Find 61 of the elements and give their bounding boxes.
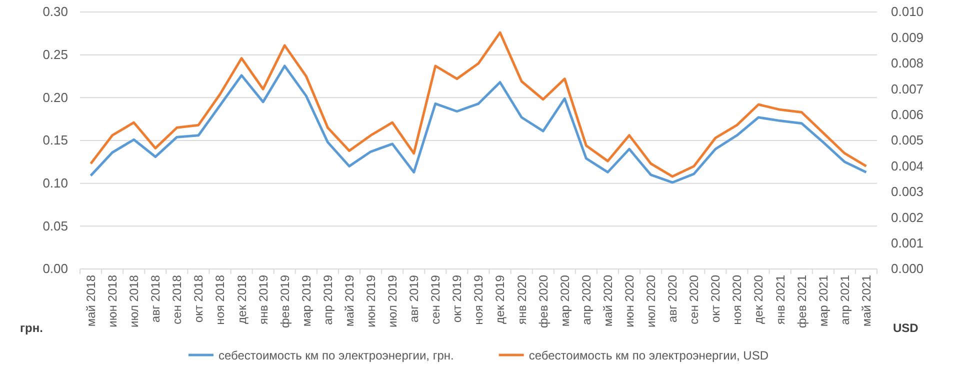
x-tick-label: окт 2019 xyxy=(450,274,464,323)
x-tick-label: янв 2021 xyxy=(773,274,788,325)
x-tick-label: апр 2021 xyxy=(838,274,852,325)
y-tick-label: 0.25 xyxy=(42,46,68,62)
y2-tick-label: 0.010 xyxy=(891,4,924,20)
x-tick-label: фев 2021 xyxy=(794,274,809,328)
x-tick-label: мар 2020 xyxy=(558,274,572,327)
x-tick-label: июл 2019 xyxy=(386,274,400,328)
x-tick-label: авг 2020 xyxy=(666,274,680,322)
x-tick-label: июл 2018 xyxy=(127,274,142,328)
y-tick-label: 0.10 xyxy=(42,175,68,190)
x-tick-label: апр 2020 xyxy=(579,274,594,325)
x-tick-label: авг 2018 xyxy=(148,274,163,322)
y2-tick-label: 0.002 xyxy=(891,210,924,225)
line-series xyxy=(90,31,868,178)
y-tick-label: 0.30 xyxy=(42,4,68,20)
x-tick-label: апр 2019 xyxy=(320,274,335,325)
x-tick-label: мар 2021 xyxy=(816,274,830,327)
x-tick-label: фев 2020 xyxy=(536,274,550,328)
y2-tick-label: 0.001 xyxy=(891,235,924,250)
x-tick-label: фев 2019 xyxy=(278,274,292,328)
y2-tick-label: 0.003 xyxy=(891,184,924,200)
x-tick-label: май 2019 xyxy=(342,274,356,327)
x-tick-label: июн 2020 xyxy=(622,274,636,328)
y-tick-label: 0.20 xyxy=(42,90,68,105)
x-tick-label: дек 2019 xyxy=(493,274,508,324)
x-tick-label: ноя 2019 xyxy=(472,274,486,325)
x-tick-label: май 2021 xyxy=(859,274,874,327)
x-tick-label: янв 2019 xyxy=(256,274,270,325)
y2-tick-label: 0.009 xyxy=(891,30,924,45)
x-tick-label: май 2020 xyxy=(600,274,615,327)
x-tick-label: янв 2020 xyxy=(514,274,529,325)
x-tick-label: дек 2020 xyxy=(752,274,766,324)
y-tick-label: 0.05 xyxy=(42,218,68,234)
y2-tick-label: 0.006 xyxy=(891,106,924,122)
line-series xyxy=(90,64,868,184)
x-tick-label: июл 2020 xyxy=(644,274,658,328)
x-tick-label: окт 2020 xyxy=(708,274,723,323)
y2-tick-label: 0.005 xyxy=(891,132,924,148)
x-tick-label: ноя 2018 xyxy=(213,274,228,325)
x-tick-label: сен 2019 xyxy=(428,274,443,324)
x-tick-label: сен 2020 xyxy=(687,274,702,324)
y2-tick-label: 0.007 xyxy=(891,81,924,96)
x-tick-label: июн 2018 xyxy=(106,274,120,328)
y2-tick-label: 0.008 xyxy=(891,56,924,71)
x-tick-label: авг 2019 xyxy=(407,274,422,322)
y2-tick-label: 0.000 xyxy=(891,261,924,276)
y-tick-label: 0.15 xyxy=(42,132,68,148)
x-tick-label: май 2018 xyxy=(84,274,98,327)
x-tick-label: окт 2018 xyxy=(192,274,206,323)
legend-label: себестоимость км по электроэнергии, грн. xyxy=(218,348,454,362)
y-axis-title: грн. xyxy=(20,321,43,335)
x-tick-label: ноя 2020 xyxy=(730,274,744,325)
y-tick-label: 0.00 xyxy=(42,261,68,276)
x-tick-label: июн 2019 xyxy=(364,274,378,328)
x-tick-label: дек 2018 xyxy=(234,274,249,324)
x-tick-label: мар 2019 xyxy=(299,274,314,327)
y2-axis-title: USD xyxy=(893,321,919,335)
y2-tick-label: 0.004 xyxy=(891,158,924,174)
x-tick-label: сен 2018 xyxy=(170,274,184,324)
legend-label: себестоимость км по электроэнергии, USD xyxy=(528,348,769,362)
